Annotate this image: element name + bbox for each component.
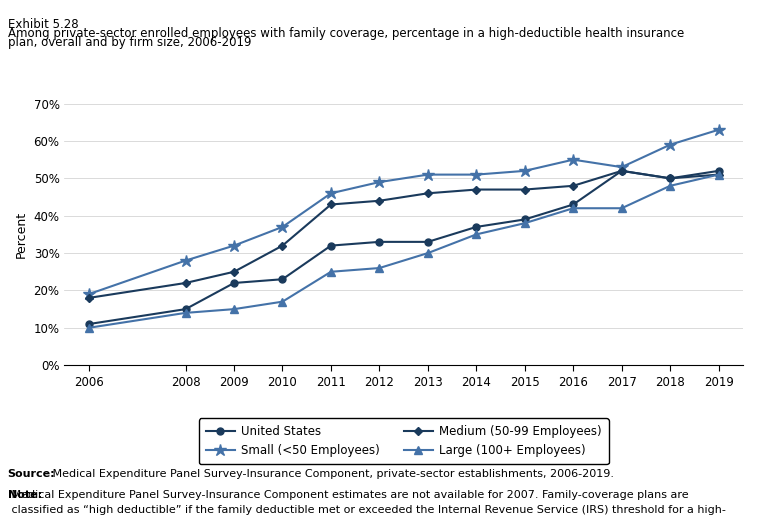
Text: Medical Expenditure Panel Survey-Insurance Component estimates are not available: Medical Expenditure Panel Survey-Insuran… <box>8 490 688 499</box>
Y-axis label: Percent: Percent <box>15 211 28 258</box>
Text: Medical Expenditure Panel Survey-Insurance Component, private-sector establishme: Medical Expenditure Panel Survey-Insuran… <box>49 469 614 479</box>
Text: classified as “high deductible” if the family deductible met or exceeded the Int: classified as “high deductible” if the f… <box>8 505 725 515</box>
Legend: United States, Small (<50 Employees), Medium (50-99 Employees), Large (100+ Empl: United States, Small (<50 Employees), Me… <box>199 418 609 464</box>
Text: Source:: Source: <box>8 469 55 479</box>
Text: Note:: Note: <box>8 490 42 499</box>
Text: Exhibit 5.28: Exhibit 5.28 <box>8 18 78 31</box>
Text: plan, overall and by firm size, 2006-2019: plan, overall and by firm size, 2006-201… <box>8 36 251 49</box>
Text: Among private-sector enrolled employees with family coverage, percentage in a hi: Among private-sector enrolled employees … <box>8 27 684 40</box>
